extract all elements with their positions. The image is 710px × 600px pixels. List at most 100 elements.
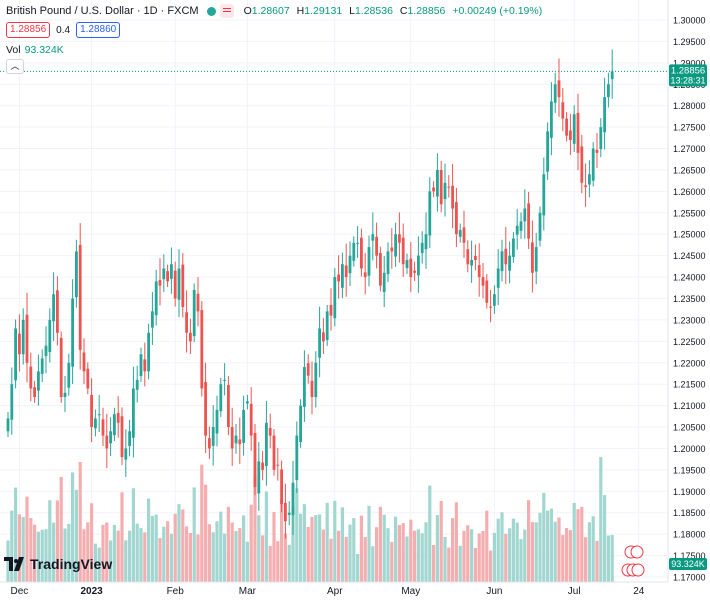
candle-body	[59, 337, 63, 398]
candle-body	[572, 114, 576, 144]
candle-body	[382, 272, 386, 293]
candle-body	[322, 332, 325, 342]
volume-bars	[6, 457, 614, 582]
candle-body	[33, 387, 36, 398]
volume-bar	[226, 506, 230, 582]
candle-body	[10, 384, 14, 420]
volume-bar	[173, 513, 177, 582]
event-markers[interactable]	[621, 545, 645, 577]
candle-body	[424, 234, 428, 250]
price-tick-label: 1.25000	[673, 230, 706, 240]
time-tick-label: Jun	[486, 586, 502, 597]
volume-bar	[489, 550, 493, 582]
volume-bar	[131, 488, 135, 582]
candle-body	[553, 84, 557, 103]
candle-body	[151, 311, 154, 328]
volume-bar	[321, 529, 325, 582]
price-tick-label: 1.17000	[673, 573, 706, 583]
volume-bar	[105, 522, 109, 582]
volume-bar	[215, 521, 219, 582]
price-tick-label: 1.24500	[673, 251, 706, 261]
volume-bar	[204, 484, 208, 582]
volume-bar	[223, 533, 227, 582]
candle-body	[470, 259, 473, 266]
volume-bar	[485, 510, 489, 582]
candle-body	[538, 212, 542, 241]
tradingview-logo[interactable]: TradingView	[4, 556, 112, 572]
volume-bar	[128, 530, 132, 582]
candle-body	[519, 221, 523, 231]
volume-bar	[74, 489, 78, 582]
volume-bar	[63, 528, 67, 582]
candle-body	[135, 379, 139, 390]
volume-bar	[306, 526, 310, 582]
candle-body	[527, 203, 530, 239]
candle-body	[90, 394, 93, 428]
volume-bar	[78, 462, 82, 582]
candle-body	[607, 84, 610, 98]
candle-body	[318, 328, 321, 358]
candle-body	[299, 405, 302, 443]
brand-name: TradingView	[30, 556, 113, 572]
volume-bar	[261, 535, 265, 582]
volume-bar	[10, 510, 14, 582]
candle-body	[158, 280, 162, 286]
candle-body	[348, 255, 352, 274]
volume-bar	[413, 530, 417, 582]
candle-body	[565, 118, 568, 136]
buy-button[interactable]: 1.28860	[76, 22, 121, 38]
candle-body	[86, 368, 90, 389]
candle-body	[287, 512, 291, 515]
candle-body	[154, 281, 158, 316]
time-tick-label: Mar	[239, 586, 257, 597]
volume-bar	[192, 487, 196, 582]
volume-bar	[356, 554, 360, 582]
hide-icon[interactable]	[219, 4, 234, 18]
price-tick-label: 1.30000	[673, 16, 706, 26]
volume-bar	[595, 540, 599, 582]
volume-bar	[424, 522, 428, 582]
volume-bar	[587, 522, 591, 582]
candle-body	[584, 185, 587, 188]
time-tick-label: Feb	[167, 586, 185, 597]
volume-bar	[188, 533, 192, 582]
candle-body	[295, 435, 299, 481]
volume-bar	[283, 533, 287, 582]
volume-bar	[242, 515, 246, 582]
price-tick-label: 1.25500	[673, 208, 706, 218]
volume-label[interactable]: Vol	[6, 44, 21, 56]
symbol-title[interactable]: British Pound / U.S. Dollar · 1D · FXCM	[6, 5, 199, 17]
volume-bar	[584, 537, 588, 582]
candle-body	[496, 268, 500, 288]
volume-bar	[48, 500, 52, 582]
candle-body	[603, 97, 606, 133]
candle-body	[474, 256, 477, 260]
candle-body	[132, 388, 135, 438]
price-tick-label: 1.23500	[673, 294, 706, 304]
volume-bar	[397, 525, 401, 582]
price-tick-label: 1.21500	[673, 380, 706, 390]
time-tick-label: Apr	[327, 586, 343, 597]
volume-bar	[565, 528, 569, 582]
price-axis[interactable]: 1.300001.295001.290001.285001.280001.275…	[673, 16, 706, 583]
current-price-value: 1.28856	[671, 65, 705, 76]
candle-body	[504, 248, 508, 265]
time-axis[interactable]: Dec 2023 Feb Mar Apr May Jun Jul 24	[11, 586, 645, 597]
volume-bar	[572, 502, 576, 582]
volume-bar	[120, 492, 124, 582]
volume-bar	[162, 526, 166, 582]
candle-body	[557, 80, 561, 98]
candle-body	[280, 469, 283, 505]
candle-body	[105, 435, 109, 449]
collapse-legend-button[interactable]: ︿	[6, 59, 24, 74]
candle-body	[576, 112, 580, 153]
volume-bar	[511, 518, 515, 582]
candle-body	[29, 366, 33, 389]
candle-body	[420, 242, 424, 254]
sell-button[interactable]: 1.28856	[6, 22, 51, 38]
candle-body	[238, 439, 242, 445]
candle-body	[14, 328, 17, 381]
candle-body	[588, 174, 591, 185]
price-tick-label: 1.23000	[673, 315, 706, 325]
